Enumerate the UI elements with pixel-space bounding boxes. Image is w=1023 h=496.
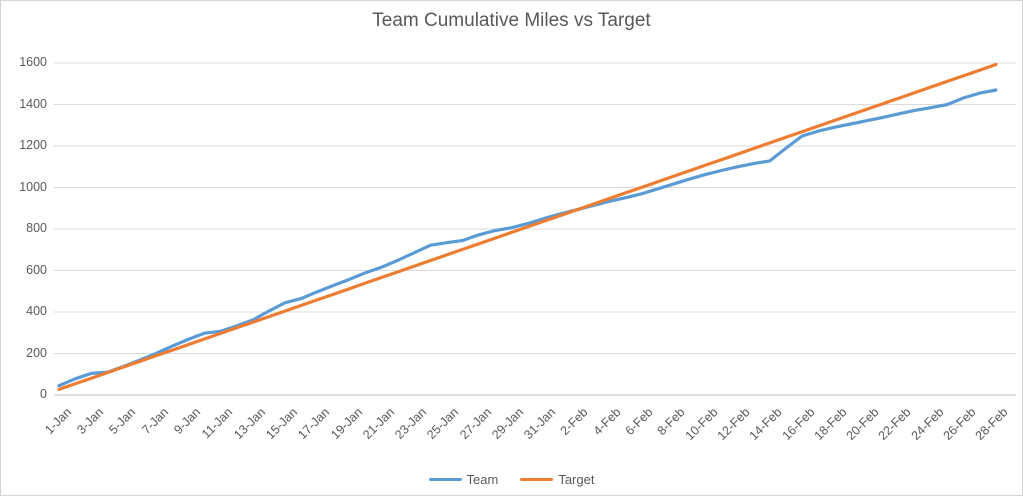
legend-item-target[interactable]: Target: [520, 472, 594, 487]
y-tick-label: 1400: [19, 96, 47, 111]
target-series-line[interactable]: [57, 62, 998, 391]
legend-item-team[interactable]: Team: [428, 472, 499, 487]
y-tick-label: 400: [26, 304, 47, 318]
y-tick-label: 1000: [19, 179, 47, 194]
legend-label-team: Team: [466, 472, 499, 487]
team-series-line[interactable]: [57, 88, 998, 388]
y-tick-label: 600: [26, 262, 47, 277]
y-tick-label: 200: [26, 345, 47, 360]
team-line-swatch: [428, 477, 462, 482]
y-tick-label: 800: [26, 221, 47, 235]
y-tick-label: 1600: [19, 55, 47, 69]
legend: Team Target: [1, 472, 1022, 487]
legend-label-target: Target: [558, 472, 595, 487]
y-tick-label: 0: [40, 387, 47, 401]
y-tick-label: 1200: [19, 138, 47, 152]
target-line-swatch: [520, 477, 554, 482]
chart-title: Team Cumulative Miles vs Target: [372, 10, 651, 31]
